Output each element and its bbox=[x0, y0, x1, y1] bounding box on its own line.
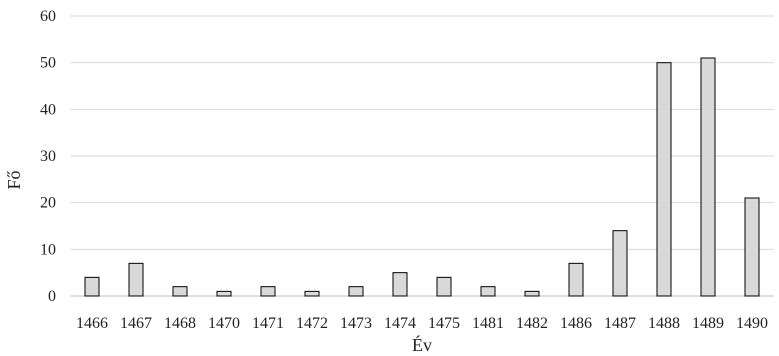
bar-1482 bbox=[524, 290, 540, 297]
y-tick-label: 50 bbox=[40, 55, 56, 72]
bar-1487 bbox=[612, 230, 628, 297]
y-axis-ticks: 0 10 20 30 40 50 60 bbox=[40, 8, 56, 305]
bar-1490 bbox=[744, 197, 760, 297]
x-axis-title: Év bbox=[412, 334, 432, 355]
bar-1488 bbox=[656, 62, 672, 297]
bar-1470 bbox=[216, 290, 232, 297]
y-tick-label: 20 bbox=[40, 195, 56, 212]
x-tick-label: 1473 bbox=[340, 315, 372, 332]
bar-1474 bbox=[392, 272, 408, 297]
y-tick-label: 0 bbox=[48, 288, 56, 305]
y-tick-label: 60 bbox=[40, 8, 56, 25]
x-tick-label: 1466 bbox=[76, 315, 108, 332]
bar-1467 bbox=[128, 262, 144, 297]
x-tick-label: 1470 bbox=[208, 315, 240, 332]
y-tick-label: 40 bbox=[40, 101, 56, 118]
x-tick-label: 1487 bbox=[604, 315, 636, 332]
x-tick-label: 1472 bbox=[296, 315, 328, 332]
y-axis-title: Fő bbox=[4, 170, 24, 189]
x-axis-ticks: 1466 1467 1468 1470 1471 1472 1473 1474 1475 1481… bbox=[76, 315, 768, 332]
bar-1466 bbox=[84, 276, 100, 297]
bar-1489 bbox=[700, 57, 716, 297]
bar-1472 bbox=[304, 290, 320, 297]
x-tick-label: 1468 bbox=[164, 315, 196, 332]
bar-1475 bbox=[436, 276, 452, 297]
bar-1471 bbox=[260, 286, 276, 297]
x-tick-label: 1475 bbox=[428, 315, 460, 332]
y-tick-label: 10 bbox=[40, 241, 56, 258]
x-tick-label: 1488 bbox=[648, 315, 680, 332]
bars bbox=[84, 57, 760, 297]
x-tick-label: 1467 bbox=[120, 315, 152, 332]
y-tick-label: 30 bbox=[40, 148, 56, 165]
x-tick-label: 1486 bbox=[560, 315, 592, 332]
bar-1486 bbox=[568, 262, 584, 297]
bar-1473 bbox=[348, 286, 364, 297]
gridlines bbox=[70, 15, 774, 297]
x-tick-label: 1474 bbox=[384, 315, 416, 332]
x-tick-label: 1490 bbox=[736, 315, 768, 332]
bar-1481 bbox=[480, 286, 496, 297]
x-tick-label: 1482 bbox=[516, 315, 548, 332]
bar-1468 bbox=[172, 286, 188, 297]
x-tick-label: 1489 bbox=[692, 315, 724, 332]
x-tick-label: 1471 bbox=[252, 315, 284, 332]
x-tick-label: 1481 bbox=[472, 315, 504, 332]
